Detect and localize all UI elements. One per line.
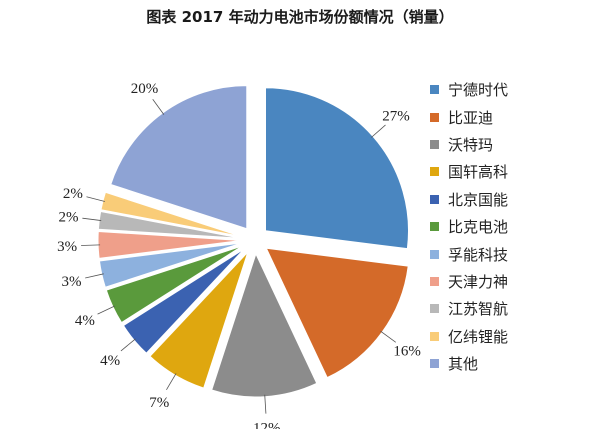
legend-swatch — [430, 222, 439, 232]
legend-item-6: 比克电池 — [430, 213, 508, 240]
legend-item-5: 北京国能 — [430, 186, 508, 213]
leader-line-6 — [97, 305, 115, 315]
data-label-10: 2% — [63, 186, 83, 202]
legend-label: 北京国能 — [448, 190, 509, 209]
chart-title: 图表 2017 年动力电池市场份额情况（销量） — [146, 8, 454, 26]
legend-item-1: 宁德时代 — [430, 76, 508, 103]
legend-item-4: 国轩高科 — [430, 158, 508, 185]
legend-label: 亿纬锂能 — [448, 327, 509, 346]
legend-item-7: 孚能科技 — [430, 240, 508, 267]
leader-line-1 — [371, 124, 386, 138]
data-label-11: 20% — [131, 81, 159, 97]
legend-swatch — [430, 194, 439, 204]
legend-swatch — [430, 331, 439, 341]
data-label-6: 4% — [75, 313, 95, 329]
legend-swatch — [430, 304, 439, 314]
legend-item-3: 沃特玛 — [430, 131, 508, 158]
leader-line-2 — [380, 330, 397, 343]
legend-item-11: 其他 — [430, 350, 508, 377]
legend-swatch — [430, 359, 439, 369]
leader-line-4 — [166, 373, 177, 390]
legend-label: 天津力神 — [448, 272, 509, 291]
leader-line-5 — [120, 338, 136, 352]
legend-label: 沃特玛 — [448, 135, 494, 154]
data-label-5: 4% — [100, 353, 120, 369]
legend-label: 比克电池 — [448, 218, 509, 237]
legend-swatch — [430, 85, 439, 95]
data-label-4: 7% — [149, 395, 169, 411]
legend-swatch — [430, 112, 439, 122]
data-label-9: 2% — [58, 209, 78, 225]
legend-label: 孚能科技 — [448, 245, 509, 264]
legend-label: 其他 — [448, 355, 479, 374]
legend-label: 比亚迪 — [448, 108, 494, 127]
legend-item-2: 比亚迪 — [430, 103, 508, 130]
legend-swatch — [430, 167, 439, 177]
legend-label: 江苏智航 — [448, 300, 509, 319]
legend-item-9: 江苏智航 — [430, 295, 508, 322]
legend-swatch — [430, 139, 439, 149]
legend-item-8: 天津力神 — [430, 268, 508, 295]
data-label-1: 27% — [382, 109, 410, 125]
data-label-7: 3% — [62, 274, 82, 290]
leader-line-7 — [85, 273, 104, 279]
legend-swatch — [430, 249, 439, 259]
legend-label: 宁德时代 — [448, 81, 509, 100]
leader-line-9 — [82, 217, 102, 221]
leader-line-11 — [152, 98, 165, 115]
leader-line-10 — [86, 196, 105, 202]
legend-item-10: 亿纬锂能 — [430, 323, 508, 350]
data-label-2: 16% — [393, 344, 421, 360]
data-label-3: 12% — [253, 421, 281, 429]
legend-label: 国轩高科 — [448, 163, 509, 182]
leader-line-3 — [264, 394, 267, 414]
legend-swatch — [430, 276, 439, 286]
legend: 宁德时代比亚迪沃特玛国轩高科北京国能比克电池孚能科技天津力神江苏智航亿纬锂能其他 — [430, 76, 508, 377]
leader-line-8 — [81, 244, 101, 246]
data-label-8: 3% — [57, 239, 77, 255]
